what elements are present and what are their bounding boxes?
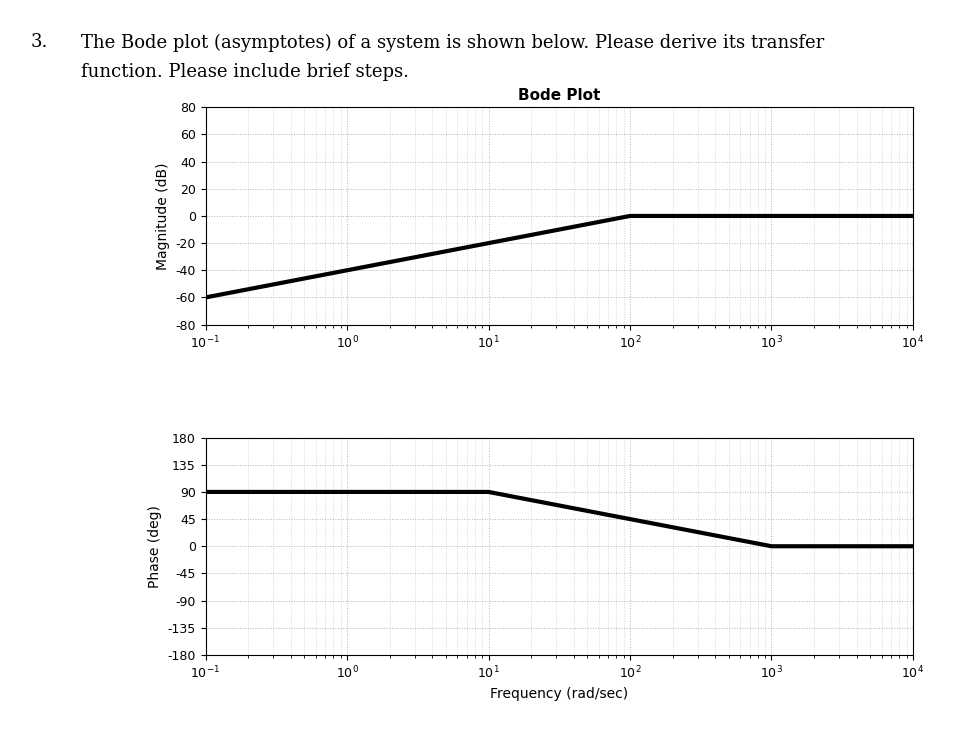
X-axis label: Frequency (rad/sec): Frequency (rad/sec)	[490, 687, 628, 701]
Text: function. Please include brief steps.: function. Please include brief steps.	[81, 63, 409, 81]
Title: Bode Plot: Bode Plot	[518, 88, 600, 104]
Text: The Bode plot (asymptotes) of a system is shown below. Please derive its transfe: The Bode plot (asymptotes) of a system i…	[81, 33, 824, 52]
Y-axis label: Magnitude (dB): Magnitude (dB)	[156, 162, 170, 269]
Text: 3.: 3.	[31, 33, 48, 51]
Y-axis label: Phase (deg): Phase (deg)	[148, 505, 162, 588]
